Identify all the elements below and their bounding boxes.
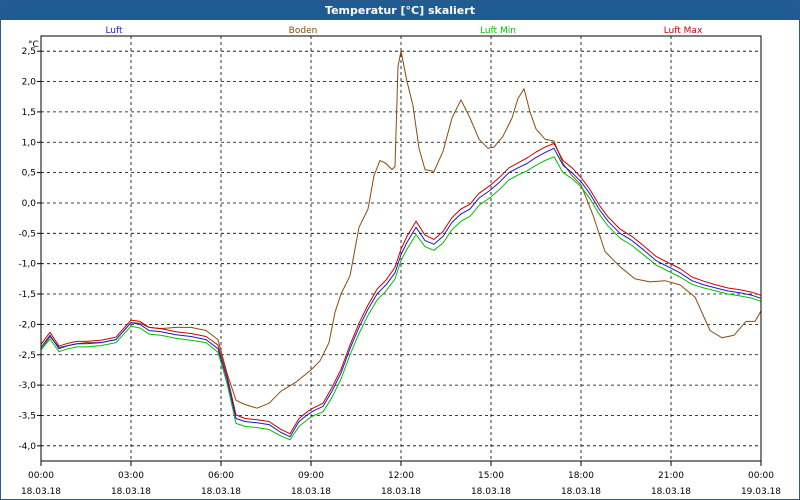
y-tick-label: 2,0 — [22, 78, 37, 88]
series-line-luft-max — [40, 143, 762, 435]
legend-entry: Luft Max — [664, 26, 703, 36]
x-tick-date-label: 18.03.18 — [381, 487, 421, 497]
window-title: Temperatur [°C] skaliert — [1, 1, 799, 20]
y-tick-label: -4,0 — [18, 442, 36, 452]
x-tick-time-label: 21:00 — [658, 471, 684, 481]
x-tick-time-label: 15:00 — [478, 471, 504, 481]
y-tick-label: -3,0 — [18, 381, 36, 391]
x-tick-date-label: 18.03.18 — [561, 487, 601, 497]
y-tick-label: -0,5 — [18, 229, 36, 239]
x-tick-date-label: 18.03.18 — [201, 487, 241, 497]
x-tick-date-label: 18.03.18 — [111, 487, 151, 497]
series-line-luft — [40, 147, 762, 438]
y-tick-label: -1,0 — [18, 260, 36, 270]
x-tick-date-label: 18.03.18 — [471, 487, 511, 497]
series-line-boden — [40, 50, 762, 409]
x-tick-time-label: 18:00 — [568, 471, 594, 481]
x-tick-date-label: 18.03.18 — [651, 487, 691, 497]
y-tick-label: 1,0 — [22, 138, 37, 148]
x-axis-ticks: 00:00 18.03.18 03:00 18.03.18 06:00 18.03.18 0… — [21, 461, 781, 497]
x-tick-time-label: 06:00 — [208, 471, 234, 481]
y-axis-ticks: -4,0 -3,5 -3,0 -2,5 -2,0 -1,5 -1,0 -0,5 0,0 0,5 1,… — [18, 47, 41, 452]
x-tick-time-label: 00:00 — [748, 471, 774, 481]
series-line-luft-min — [40, 156, 762, 441]
series-lines — [40, 50, 762, 441]
legend-entry: Luft — [105, 26, 123, 36]
legend-entry: Boden — [289, 26, 318, 36]
x-tick-date-label: 19.03.18 — [741, 487, 781, 497]
y-tick-label: 0,5 — [22, 169, 36, 179]
x-tick-date-label: 18.03.18 — [291, 487, 331, 497]
x-tick-time-label: 09:00 — [298, 471, 324, 481]
y-tick-label: 0,0 — [22, 199, 37, 209]
y-tick-label: -3,5 — [18, 411, 36, 421]
plot-frame — [40, 35, 762, 462]
y-tick-label: 1,5 — [22, 108, 36, 118]
x-tick-time-label: 03:00 — [118, 471, 144, 481]
legend: Luft Boden Luft Min Luft Max — [105, 26, 703, 36]
y-tick-label: 2,5 — [22, 47, 36, 57]
y-axis-label: °C — [28, 40, 39, 50]
y-tick-label: -2,5 — [18, 351, 36, 361]
temperature-chart: -4,0 -3,5 -3,0 -2,5 -2,0 -1,5 -1,0 -0,5 0,0 0,5 1,… — [18, 26, 781, 497]
y-tick-label: -2,0 — [18, 320, 36, 330]
legend-entry: Luft Min — [480, 26, 516, 36]
x-tick-time-label: 00:00 — [28, 471, 54, 481]
x-tick-date-label: 18.03.18 — [21, 487, 61, 497]
x-tick-time-label: 12:00 — [388, 471, 414, 481]
y-tick-label: -1,5 — [18, 290, 36, 300]
